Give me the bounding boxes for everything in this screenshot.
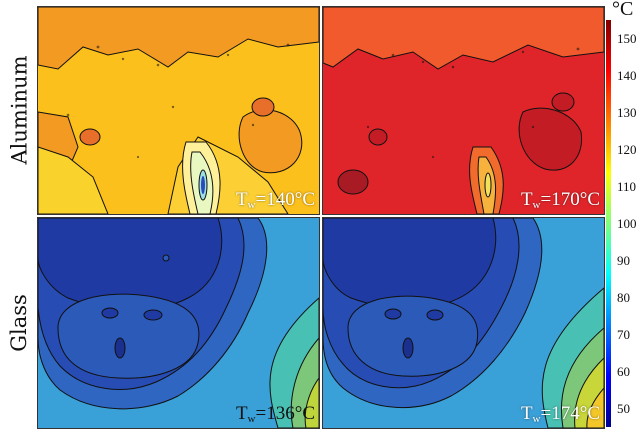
colorbar-tick: 60	[617, 363, 630, 379]
row-label-aluminum: Aluminum	[7, 55, 31, 164]
row-label-glass: Glass	[7, 293, 32, 352]
colorbar-tick: 130	[617, 104, 636, 120]
colorbar-tick: 90	[617, 252, 630, 268]
heatmap-panel-aluminum-170: Tw=170°C	[322, 6, 605, 215]
tw-label: Tw=170°C	[520, 189, 600, 211]
heatmap-panel-glass-174: Tw=174°C	[322, 217, 605, 429]
colorbar-tick: 100	[617, 215, 636, 231]
colorbar-tick: 140	[617, 67, 636, 83]
colorbar-tick: 80	[617, 289, 630, 305]
colorbar-tick: 50	[617, 400, 630, 416]
colorbar-unit: °C	[612, 0, 634, 20]
colorbar-tick: 70	[617, 326, 630, 342]
tw-label: Tw=140°C	[235, 189, 315, 211]
colorbar-tick: 150	[617, 30, 636, 46]
colorbar-tick: 120	[617, 141, 636, 157]
colorbar-tick: 110	[617, 178, 636, 194]
colorbar	[606, 20, 611, 427]
heatmap-panel-aluminum-140: Tw=140°C	[37, 6, 320, 215]
heatmap-panel-glass-136: Tw=136°C	[37, 217, 320, 429]
tw-label: Tw=174°C	[520, 403, 600, 425]
tw-label: Tw=136°C	[235, 403, 315, 425]
